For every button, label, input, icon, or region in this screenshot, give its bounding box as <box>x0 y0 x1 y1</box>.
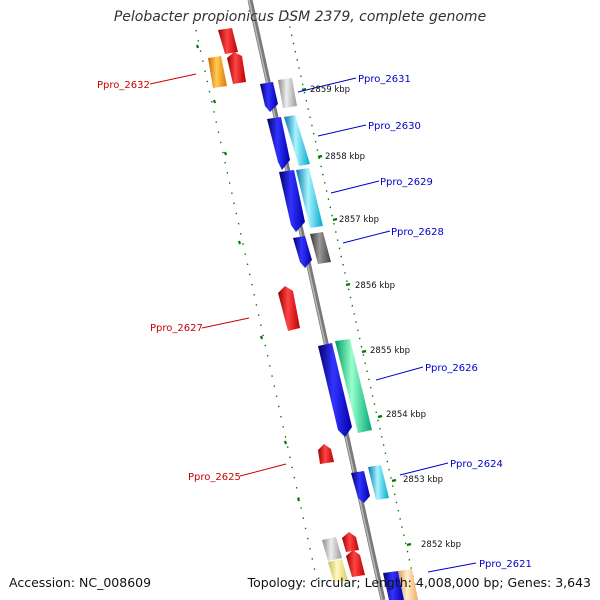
gene-arrow[interactable] <box>398 569 418 600</box>
gene-label[interactable]: Ppro_2626 <box>425 363 478 374</box>
gene-label[interactable]: Ppro_2624 <box>450 459 503 470</box>
kbp-label: 2859 kbp <box>310 85 350 95</box>
gene-arrow[interactable] <box>351 471 370 503</box>
reverse-gene-labels: Ppro_2632 Ppro_2627 Ppro_2625 <box>97 80 241 483</box>
gene-arrow[interactable] <box>293 236 312 268</box>
kbp-label: 2858 kbp <box>325 152 365 162</box>
gene-arrow[interactable] <box>227 52 246 84</box>
outer-tick-track <box>195 29 319 586</box>
kbp-label: 2857 kbp <box>339 215 379 225</box>
gene-label[interactable]: Ppro_2625 <box>188 472 241 483</box>
gene-arrow[interactable] <box>322 537 342 561</box>
gene-arrow[interactable] <box>342 532 359 552</box>
gene-arrow[interactable] <box>296 168 323 228</box>
gene-arrow[interactable] <box>368 465 389 500</box>
accession-text: Accession: NC_008609 <box>9 575 152 590</box>
gene-arrow[interactable] <box>267 117 290 170</box>
gene-arrow[interactable] <box>328 559 348 583</box>
gene-arrow[interactable] <box>318 444 334 464</box>
kbp-tick-track <box>285 9 416 586</box>
gene-arrow[interactable] <box>208 56 227 88</box>
gene-arrow[interactable] <box>383 571 404 600</box>
gene-label[interactable]: Ppro_2627 <box>150 323 203 334</box>
gene-arrow[interactable] <box>279 170 305 232</box>
gene-arrow[interactable] <box>278 78 297 108</box>
gene-arrow[interactable] <box>284 115 310 166</box>
gene-arrow[interactable] <box>278 286 300 331</box>
gene-arrow[interactable] <box>346 550 365 577</box>
kbp-label: 2853 kbp <box>403 475 443 485</box>
kbp-label: 2854 kbp <box>386 410 426 420</box>
kbp-major-ticks <box>301 87 412 547</box>
gene-label[interactable]: Ppro_2632 <box>97 80 150 91</box>
kbp-label: 2855 kbp <box>370 346 410 356</box>
forward-gene-labels: Ppro_2631 Ppro_2630 Ppro_2629 Ppro_2628 … <box>358 74 532 570</box>
gene-label[interactable]: Ppro_2630 <box>368 121 421 132</box>
gene-arrow[interactable] <box>318 343 352 437</box>
forward-label-leaders <box>297 77 477 573</box>
gene-arrow[interactable] <box>260 82 278 112</box>
reverse-label-leaders <box>149 73 287 477</box>
gene-label[interactable]: Ppro_2628 <box>391 227 444 238</box>
outer-track-ticks <box>195 44 301 502</box>
gene-arrow[interactable] <box>335 339 372 433</box>
gene-label[interactable]: Ppro_2631 <box>358 74 411 85</box>
kbp-labels: 2859 kbp 2858 kbp 2857 kbp 2856 kbp 2855… <box>310 85 461 550</box>
kbp-label: 2852 kbp <box>421 540 461 550</box>
map-title: Pelobacter propionicus DSM 2379, complet… <box>113 9 487 25</box>
gene-arrow[interactable] <box>310 232 331 264</box>
gene-label[interactable]: Ppro_2629 <box>380 177 433 188</box>
forward-strand-genes <box>260 78 418 600</box>
kbp-label: 2856 kbp <box>355 281 395 291</box>
gene-arrow[interactable] <box>218 28 238 54</box>
reverse-strand-genes <box>208 28 365 577</box>
gene-label[interactable]: Ppro_2621 <box>479 559 532 570</box>
topology-text: Topology: circular; Length: 4,008,000 bp… <box>247 575 591 590</box>
